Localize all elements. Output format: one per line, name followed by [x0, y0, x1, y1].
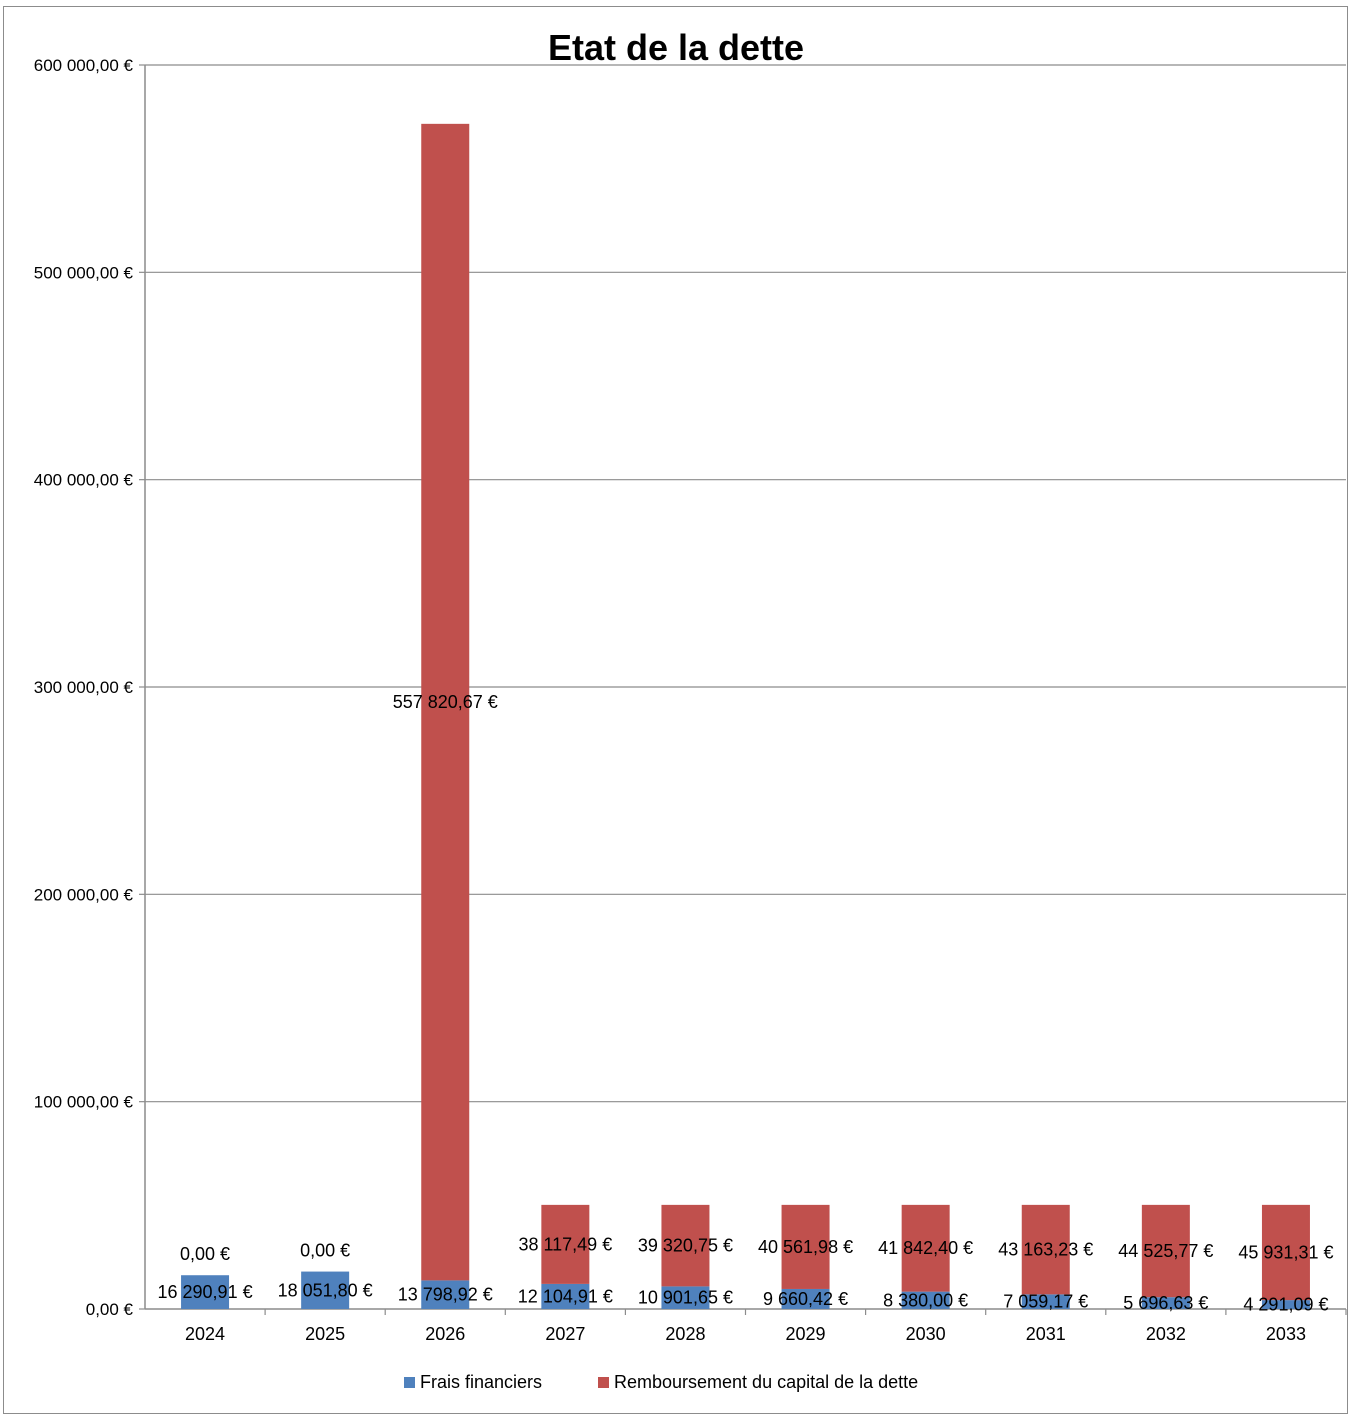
y-tick-label: 600 000,00 € [34, 56, 134, 75]
data-label: 13 798,92 € [398, 1285, 493, 1305]
legend-label: Frais financiers [420, 1372, 542, 1392]
x-tick-label: 2033 [1266, 1324, 1306, 1344]
bar-segment [181, 1275, 230, 1309]
bar-segment [1141, 1204, 1190, 1298]
data-label: 10 901,65 € [638, 1288, 733, 1308]
bar-segment [301, 1271, 350, 1309]
chart-title: Etat de la dette [548, 27, 804, 68]
legend-swatch [598, 1377, 609, 1388]
data-label: 43 163,23 € [998, 1240, 1093, 1260]
bar-segment [1261, 1300, 1310, 1309]
bar-segment [541, 1204, 590, 1284]
bar-segment [421, 123, 470, 1281]
x-tick-label: 2029 [786, 1324, 826, 1344]
data-label: 16 290,91 € [158, 1282, 253, 1302]
bar-segment [1021, 1294, 1070, 1309]
x-tick-label: 2030 [906, 1324, 946, 1344]
y-tick-label: 300 000,00 € [34, 678, 134, 697]
bar-segment [781, 1204, 830, 1289]
data-label: 4 291,09 € [1243, 1295, 1328, 1315]
legend-swatch [404, 1377, 415, 1388]
chart-frame [3, 6, 1348, 1414]
y-tick-label: 400 000,00 € [34, 471, 134, 490]
bar-segment [661, 1204, 710, 1287]
x-tick-label: 2025 [305, 1324, 345, 1344]
data-label: 12 104,91 € [518, 1286, 613, 1306]
data-label: 0,00 € [180, 1244, 230, 1264]
x-tick-label: 2031 [1026, 1324, 1066, 1344]
y-tick-label: 0,00 € [86, 1300, 134, 1319]
data-label: 41 842,40 € [878, 1238, 973, 1258]
data-label: 557 820,67 € [393, 692, 498, 712]
y-tick-label: 200 000,00 € [34, 885, 134, 904]
data-label: 45 931,31 € [1238, 1242, 1333, 1262]
x-tick-label: 2032 [1146, 1324, 1186, 1344]
data-label: 39 320,75 € [638, 1236, 733, 1256]
data-label: 38 117,49 € [518, 1234, 612, 1254]
data-label: 8 380,00 € [883, 1290, 968, 1310]
data-label: 44 525,77 € [1118, 1241, 1213, 1261]
x-tick-label: 2027 [545, 1324, 585, 1344]
data-label: 18 051,80 € [278, 1280, 373, 1300]
bar-segment [1141, 1297, 1190, 1309]
data-label: 40 561,98 € [758, 1237, 853, 1257]
bar-segment [1021, 1204, 1070, 1295]
data-label: 0,00 € [300, 1241, 350, 1261]
bar-segment [1261, 1204, 1310, 1301]
bar-segment [661, 1286, 710, 1309]
legend-label: Remboursement du capital de la dette [614, 1372, 918, 1392]
x-tick-label: 2026 [425, 1324, 465, 1344]
y-tick-label: 500 000,00 € [34, 263, 134, 282]
y-tick-label: 100 000,00 € [34, 1093, 134, 1112]
x-tick-label: 2028 [665, 1324, 705, 1344]
data-label: 7 059,17 € [1003, 1292, 1088, 1312]
bar-segment [421, 1280, 470, 1309]
bar-segment [541, 1283, 590, 1309]
x-tick-label: 2024 [185, 1324, 225, 1344]
data-label: 5 696,63 € [1123, 1293, 1208, 1313]
bar-segment [781, 1288, 830, 1309]
bar-segment [901, 1204, 950, 1292]
data-label: 9 660,42 € [763, 1289, 848, 1309]
bar-segment [901, 1291, 950, 1309]
